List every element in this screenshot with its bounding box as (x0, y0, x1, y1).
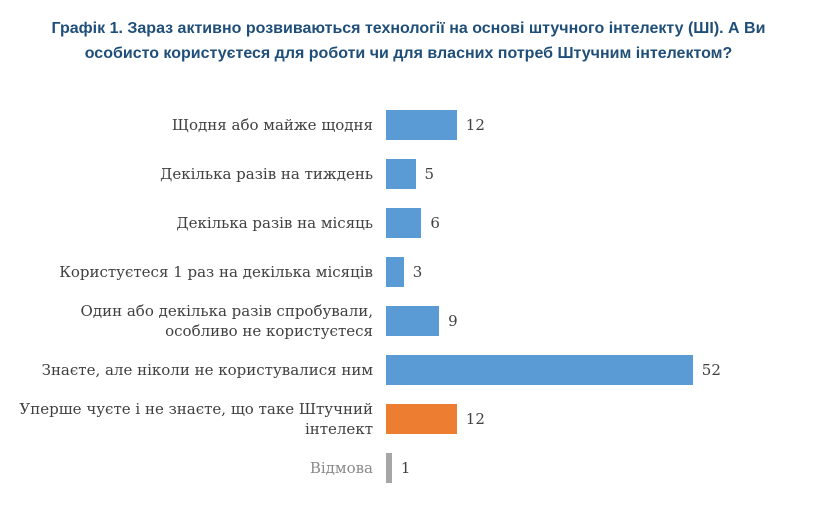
chart-title-line-1: Графік 1. Зараз активно розвиваються тех… (51, 20, 766, 37)
bar (386, 110, 457, 141)
value-label: 6 (430, 214, 440, 233)
category-label: Декілька разів на місяць (176, 213, 373, 232)
bar-area: 12 (386, 101, 817, 150)
bar-area: 6 (386, 199, 817, 248)
chart-row: Декілька разів на місяць 6 (14, 199, 817, 248)
value-label: 9 (448, 312, 458, 331)
value-label: 1 (400, 459, 411, 478)
category-label: Декілька разів на тиждень (160, 164, 373, 183)
value-label: 12 (465, 116, 485, 135)
bar (386, 208, 422, 239)
bar (386, 257, 404, 288)
chart-row: Користуєтеся 1 раз на декілька місяців 3 (14, 248, 817, 297)
bar-area: 5 (386, 150, 817, 199)
chart-row: Один або декілька разів спробували, особ… (14, 297, 817, 346)
value-label: 12 (465, 410, 485, 429)
category-label: Один або декілька разів спробували, особ… (80, 301, 373, 341)
category-label: Знаєте, але ніколи не користувалися ним (41, 360, 373, 379)
bar-area: 52 (386, 346, 817, 395)
bar-area: 1 (386, 444, 817, 493)
chart-row: Уперше чуєте і не знаєте, що таке Штучни… (14, 395, 817, 444)
bar-chart-plot-area: Щодня або майже щодня 12 Декілька разів на… (0, 101, 817, 493)
value-label: 5 (424, 165, 435, 184)
category-label: Щодня або майже щодня (171, 115, 373, 134)
chart-title: Графік 1. Зараз активно розвиваються тех… (0, 0, 817, 67)
bar (386, 306, 440, 337)
chart-row: Декілька разів на тиждень 5 (14, 150, 817, 199)
chart-row: Щодня або майже щодня 12 (14, 101, 817, 150)
chart-title-line-2: особисто користуєтеся для роботи чи для … (84, 44, 733, 62)
bar-area: 12 (386, 395, 817, 444)
category-label: Відмова (309, 458, 373, 477)
chart-row: Знаєте, але ніколи не користувалися ним 5… (14, 346, 817, 395)
bar (386, 404, 457, 435)
bar (386, 159, 416, 190)
category-label: Уперше чуєте і не знаєте, що таке Штучни… (19, 399, 373, 439)
value-label: 52 (701, 361, 721, 380)
value-label: 3 (412, 263, 423, 282)
bar-area: 3 (386, 248, 817, 297)
chart-row: Відмова 1 (14, 444, 817, 493)
bar-area: 9 (386, 297, 817, 346)
bar (386, 453, 392, 484)
bar (386, 355, 693, 386)
category-label: Користуєтеся 1 раз на декілька місяців (59, 262, 373, 281)
